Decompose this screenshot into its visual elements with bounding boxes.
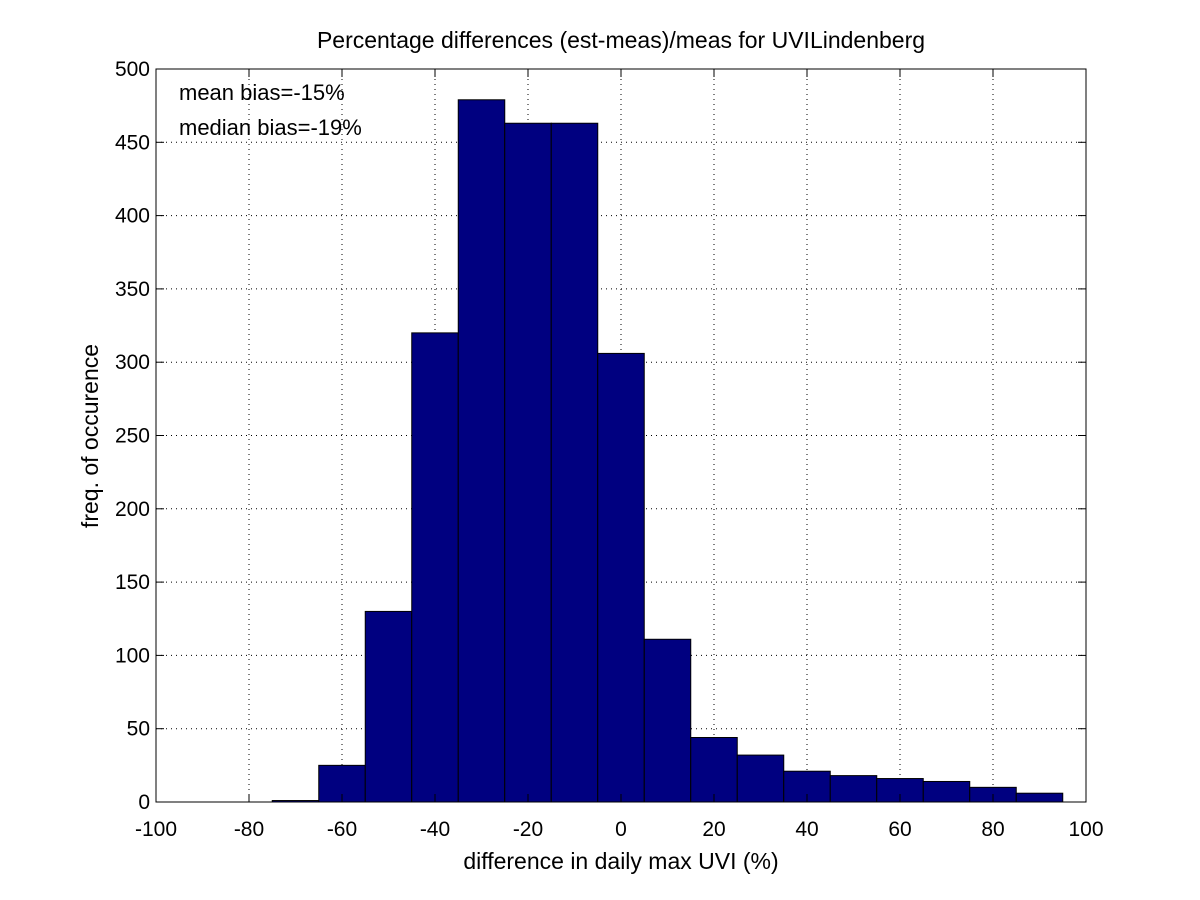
histogram-bar bbox=[411, 332, 459, 803]
y-tick-label: 400 bbox=[115, 205, 150, 228]
y-tick-label: 200 bbox=[115, 498, 150, 521]
histogram-bar bbox=[690, 736, 738, 803]
x-tick-label: -100 bbox=[135, 818, 177, 841]
y-tick-label: 300 bbox=[115, 351, 150, 374]
y-tick-label: 500 bbox=[115, 58, 150, 81]
x-tick-label: -60 bbox=[327, 818, 357, 841]
y-tick-label: 350 bbox=[115, 278, 150, 301]
x-tick-label: -40 bbox=[420, 818, 450, 841]
histogram-bar bbox=[736, 754, 785, 803]
chart-title: Percentage differences (est-meas)/meas f… bbox=[317, 27, 925, 53]
median-bias-annotation: median bias=-19% bbox=[179, 115, 362, 140]
y-tick-label: 450 bbox=[115, 131, 150, 154]
x-tick-label: 100 bbox=[1068, 818, 1103, 841]
x-tick-label: 60 bbox=[888, 818, 911, 841]
x-tick-labels: -100 -80 -60 -40 -20 0 20 40 60 80 100 bbox=[135, 818, 1104, 841]
x-tick-label: -80 bbox=[234, 818, 264, 841]
histogram-bar bbox=[643, 638, 692, 803]
y-tick-label: 250 bbox=[115, 425, 150, 448]
y-tick-label: 0 bbox=[138, 791, 150, 814]
x-tick-label: 0 bbox=[615, 818, 627, 841]
x-tick-label: 80 bbox=[981, 818, 1004, 841]
x-axis-label: difference in daily max UVI (%) bbox=[463, 848, 778, 874]
y-tick-label: 150 bbox=[115, 571, 150, 594]
histogram-bar bbox=[364, 610, 413, 803]
histogram-bar bbox=[550, 122, 599, 803]
y-tick-label: 50 bbox=[127, 718, 150, 741]
x-tick-label: 20 bbox=[702, 818, 725, 841]
x-tick-label: 40 bbox=[795, 818, 818, 841]
y-tick-labels: 0 50 100 150 200 250 300 350 400 450 500 bbox=[115, 58, 150, 814]
y-axis-label: freq. of occurence bbox=[77, 344, 103, 528]
histogram-bar bbox=[597, 352, 645, 803]
y-tick-label: 100 bbox=[115, 644, 150, 667]
histogram-bar bbox=[457, 99, 506, 803]
histogram-bar bbox=[1015, 792, 1064, 803]
histogram-bar bbox=[922, 780, 971, 803]
histogram-bar bbox=[504, 122, 552, 803]
histogram-bars bbox=[271, 99, 1064, 803]
histogram-bar bbox=[829, 775, 878, 803]
axis-ticks bbox=[155, 68, 1087, 803]
x-tick-label: -20 bbox=[513, 818, 543, 841]
mean-bias-annotation: mean bias=-15% bbox=[179, 80, 345, 105]
